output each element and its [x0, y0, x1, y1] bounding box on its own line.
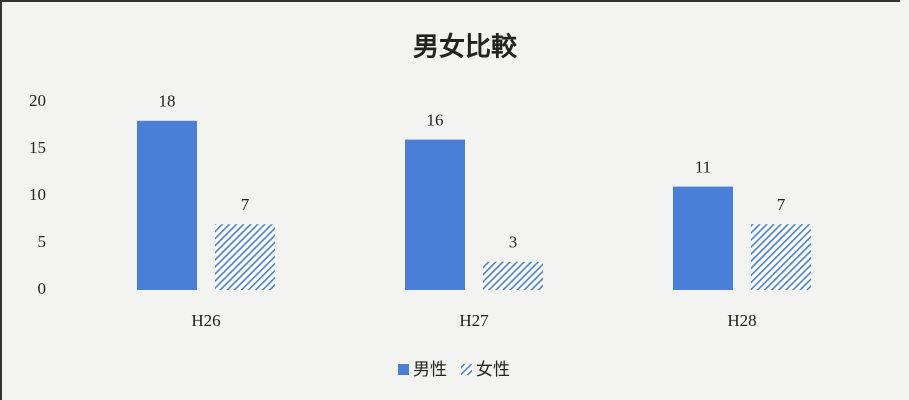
bar	[405, 139, 465, 290]
bar	[673, 186, 733, 290]
data-label: 7	[777, 195, 786, 214]
bar	[751, 224, 811, 290]
bar	[137, 120, 197, 290]
x-tick-label: H27	[459, 311, 489, 330]
x-tick-label: H28	[727, 311, 756, 330]
x-tick-label: H26	[191, 311, 220, 330]
data-label: 18	[159, 92, 176, 111]
legend-swatch	[398, 364, 409, 375]
y-tick-label: 20	[29, 91, 46, 110]
legend-label: 男性	[413, 360, 447, 380]
y-tick-label: 5	[38, 232, 47, 251]
y-tick-label: 10	[29, 185, 46, 204]
bar	[215, 224, 275, 290]
y-tick-label: 0	[38, 279, 47, 298]
legend-swatch	[461, 364, 472, 375]
y-tick-label: 15	[29, 138, 46, 157]
bar	[483, 261, 543, 290]
legend-label: 女性	[476, 360, 510, 380]
chart-title: 男女比較	[413, 32, 518, 63]
data-label: 11	[695, 158, 711, 177]
data-label: 3	[509, 233, 518, 252]
data-label: 7	[241, 195, 250, 214]
data-label: 16	[427, 111, 444, 130]
